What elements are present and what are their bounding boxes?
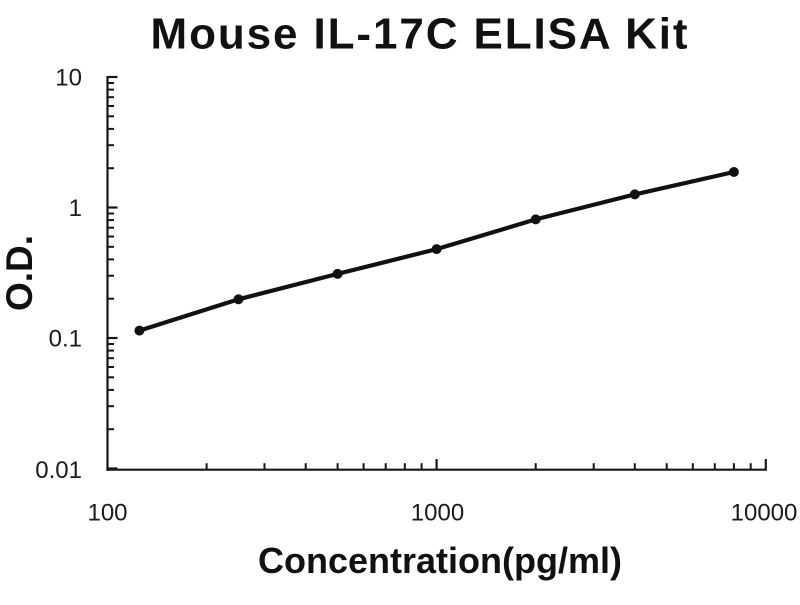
svg-text:10: 10 bbox=[55, 65, 82, 92]
svg-text:0.1: 0.1 bbox=[49, 326, 82, 353]
svg-text:Mouse IL-17C ELISA Kit: Mouse IL-17C ELISA Kit bbox=[151, 10, 690, 59]
svg-text:0.01: 0.01 bbox=[35, 457, 82, 484]
svg-text:10000: 10000 bbox=[731, 499, 798, 526]
svg-text:1: 1 bbox=[69, 195, 82, 222]
svg-text:1000: 1000 bbox=[411, 499, 464, 526]
svg-text:100: 100 bbox=[87, 499, 127, 526]
svg-text:Concentration(pg/ml): Concentration(pg/ml) bbox=[258, 540, 622, 581]
svg-text:O.D.: O.D. bbox=[0, 235, 40, 311]
